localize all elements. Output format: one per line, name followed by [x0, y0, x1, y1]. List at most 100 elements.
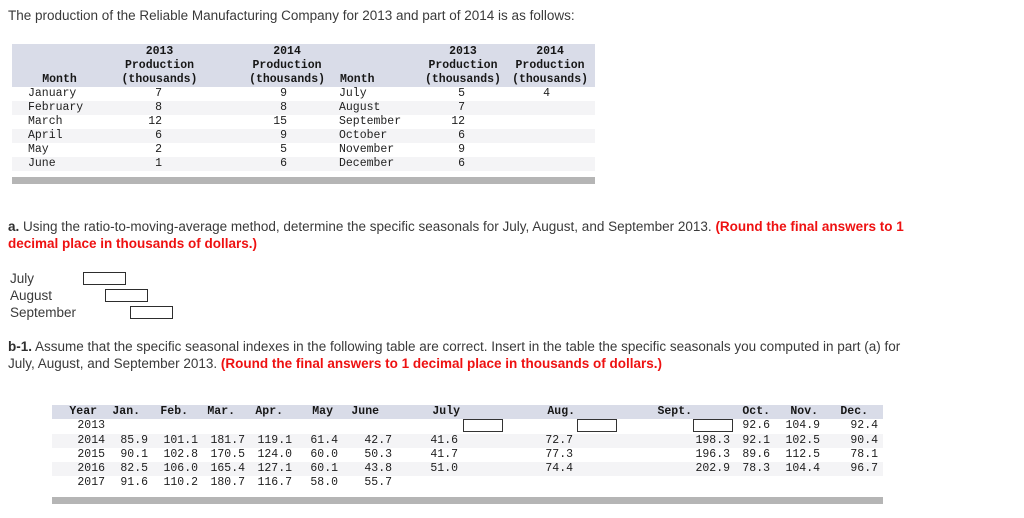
production-value-cell: 7	[425, 101, 500, 115]
production-value-cell: 12	[148, 115, 162, 128]
seasonal-value-cell: 104.4	[773, 461, 823, 476]
seasonal-value-cell	[773, 476, 823, 490]
seasonal-input-cell	[620, 419, 733, 434]
seasonal-value-cell	[148, 419, 198, 434]
seasonal-value-cell: 60.0	[310, 447, 338, 461]
month-cell: July	[339, 87, 367, 100]
production-row: February 8 8 August 7	[12, 101, 595, 115]
answer-input-september[interactable]	[130, 306, 173, 319]
seasonal-input-sept-2013[interactable]	[693, 419, 733, 432]
seasonal-col-header-apr: Apr.	[245, 405, 292, 419]
seasonal-value-cell: 110.2	[163, 475, 198, 489]
month-cell: April	[12, 129, 107, 143]
seasonal-value-cell: 101.1	[148, 433, 198, 448]
month-cell: January	[28, 87, 77, 100]
seasonal-value-cell	[340, 419, 394, 434]
seasonal-value-cell: 202.9	[620, 461, 733, 476]
col-header-2014-production: 2014 Production (thousands)	[212, 44, 335, 87]
seasonal-col-header-may: May	[292, 405, 340, 419]
seasonal-value-cell: 78.3	[733, 461, 773, 476]
seasonal-row-2015: 2015 90.1 102.8 170.5 124.0 60.0 50.3 41.7 77.3 1…	[52, 448, 883, 462]
production-value-cell: 9	[280, 87, 287, 100]
month-cell: August	[335, 101, 425, 115]
production-value-cell	[500, 115, 595, 129]
seasonal-value-cell: 60.1	[292, 461, 340, 476]
production-value-cell	[500, 143, 595, 157]
seasonal-value-cell	[823, 476, 883, 490]
col-header-2013-production: 2013 Production (thousands)	[425, 44, 501, 87]
production-table-scrollbar[interactable]	[12, 177, 595, 184]
seasonal-input-aug-2013[interactable]	[577, 419, 617, 432]
seasonal-input-cell	[510, 419, 620, 434]
seasonal-value-cell: 77.3	[545, 447, 573, 461]
production-row: April 6 9 October 6	[12, 129, 595, 143]
year-cell: 2016	[52, 461, 108, 476]
question-a: a. Using the ratio-to-moving-average met…	[8, 219, 913, 252]
seasonal-col-header-jan: Jan.	[108, 405, 148, 419]
question-b1-note: (Round the final answers to 1 decimal pl…	[220, 355, 662, 371]
month-cell: May	[28, 143, 49, 156]
month-cell: October	[335, 129, 425, 143]
seasonal-col-header-aug: Aug.	[510, 405, 620, 419]
production-row: June 1 6 December 6	[12, 157, 595, 171]
seasonal-col-header-july: July	[394, 405, 510, 419]
production-value-cell	[500, 157, 595, 171]
answer-label-august: August	[10, 288, 53, 303]
seasonal-input-july-2013[interactable]	[463, 419, 503, 432]
answer-label-july: July	[10, 271, 35, 286]
seasonal-row-2016: 2016 82.5 106.0 165.4 127.1 60.1 43.8 51.0 74.4 2…	[52, 461, 883, 476]
seasonal-value-cell: 78.1	[850, 447, 878, 461]
seasonal-value-cell: 180.7	[210, 475, 245, 489]
seasonal-value-cell: 127.1	[245, 461, 292, 476]
intro-text: The production of the Reliable Manufactu…	[8, 8, 575, 23]
seasonal-row-2014: 2014 85.9 101.1 181.7 119.1 61.4 42.7 41.6 72.7 1…	[52, 433, 883, 448]
seasonal-value-cell	[510, 476, 620, 490]
production-value-cell: 9	[212, 129, 335, 143]
month-cell: September	[339, 115, 402, 128]
seasonal-value-cell: 116.7	[257, 475, 292, 489]
production-value-cell: 5	[280, 143, 287, 156]
seasonal-table-scrollbar[interactable]	[52, 497, 883, 504]
seasonal-index-table: Year Jan. Feb. Mar. Apr. May June July Aug. Sept.…	[52, 405, 883, 490]
seasonal-value-cell: 43.8	[340, 461, 394, 476]
seasonal-col-header-oct: Oct.	[733, 405, 773, 419]
seasonal-value-cell: 55.7	[364, 475, 392, 489]
production-table: Month 2013 Production (thousands) 2014 Prod…	[12, 44, 595, 171]
seasonal-value-cell: 58.0	[310, 475, 338, 489]
seasonal-col-header-june: June	[340, 405, 394, 419]
seasonal-value-cell: 196.3	[695, 447, 730, 461]
production-value-cell: 7	[155, 87, 162, 100]
seasonal-value-cell: 92.1	[733, 433, 773, 448]
seasonal-input-cell	[394, 419, 510, 434]
seasonal-value-cell: 41.6	[394, 433, 510, 448]
month-cell: June	[12, 157, 107, 171]
seasonal-value-cell: 90.4	[823, 433, 883, 448]
production-value-cell: 4	[543, 87, 550, 100]
seasonal-value-cell: 102.5	[773, 433, 823, 448]
production-row: May 2 5 November 9	[12, 143, 595, 157]
seasonal-col-header-nov: Nov.	[773, 405, 823, 419]
answer-input-august[interactable]	[105, 289, 148, 302]
seasonal-value-cell: 165.4	[198, 461, 245, 476]
production-value-cell	[500, 101, 595, 115]
question-b1-text: Assume that the specific seasonal indexe…	[8, 339, 901, 371]
seasonal-value-cell: 170.5	[210, 447, 245, 461]
seasonal-value-cell: 50.3	[364, 447, 392, 461]
seasonal-col-header-year: Year	[52, 405, 108, 419]
production-table-header-row: Month 2013 Production (thousands) 2014 Prod…	[12, 44, 595, 87]
seasonal-value-cell: 104.9	[785, 419, 820, 433]
month-cell: November	[339, 143, 395, 156]
seasonal-value-cell	[245, 419, 292, 434]
production-value-cell: 12	[451, 115, 465, 128]
seasonal-value-cell: 92.6	[742, 419, 770, 433]
answer-input-july[interactable]	[83, 272, 126, 285]
production-value-cell: 2	[155, 143, 162, 156]
production-value-cell	[500, 129, 595, 143]
year-cell: 2013	[77, 419, 105, 433]
seasonal-value-cell	[198, 419, 245, 434]
seasonal-value-cell: 119.1	[245, 433, 292, 448]
seasonal-value-cell: 74.4	[510, 461, 620, 476]
seasonal-value-cell: 41.7	[430, 447, 458, 461]
production-value-cell: 6	[425, 157, 500, 171]
